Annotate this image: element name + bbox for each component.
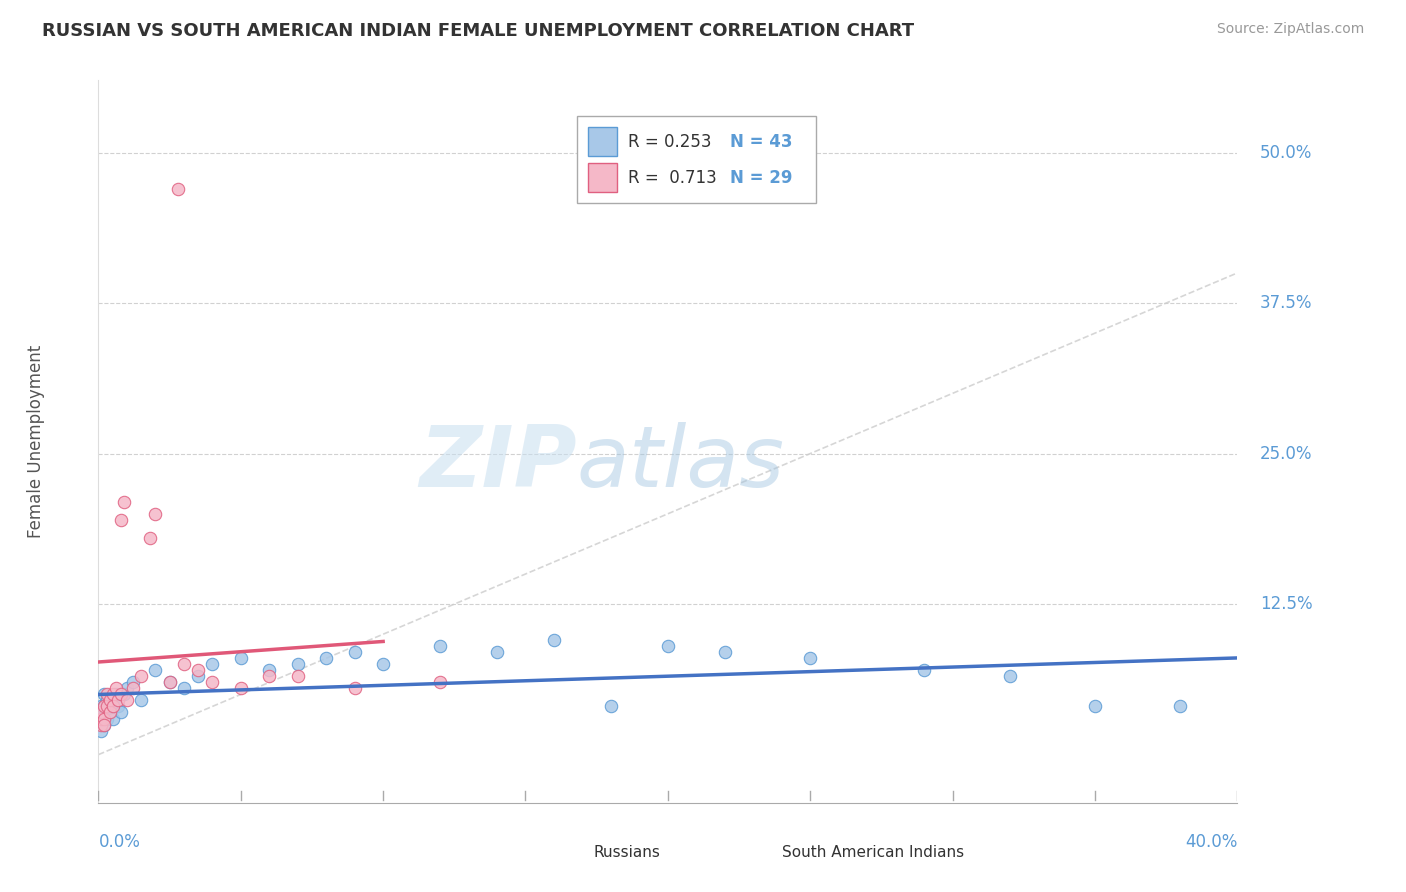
Point xyxy=(201,675,224,690)
Point xyxy=(187,669,209,683)
Point xyxy=(159,675,181,690)
Point xyxy=(93,699,115,714)
Point xyxy=(101,699,124,714)
Point xyxy=(93,717,115,731)
Point xyxy=(96,693,118,707)
Point xyxy=(96,687,118,701)
Point xyxy=(657,639,679,653)
Point xyxy=(1084,699,1107,714)
Point xyxy=(115,681,138,696)
Point xyxy=(90,699,112,714)
Point xyxy=(115,693,138,707)
Point xyxy=(101,693,124,707)
Text: 12.5%: 12.5% xyxy=(1260,595,1313,613)
Point xyxy=(201,657,224,672)
Text: N = 29: N = 29 xyxy=(731,169,793,186)
Point xyxy=(998,669,1021,683)
Point xyxy=(90,717,112,731)
Bar xyxy=(742,844,773,862)
Point xyxy=(287,657,309,672)
Text: atlas: atlas xyxy=(576,422,785,505)
Bar xyxy=(554,844,586,862)
Point xyxy=(129,669,152,683)
Point xyxy=(287,669,309,683)
Text: 25.0%: 25.0% xyxy=(1260,444,1313,463)
Point xyxy=(101,687,124,701)
Bar xyxy=(588,163,617,193)
Point xyxy=(543,633,565,648)
Point xyxy=(799,651,821,665)
Point xyxy=(93,687,115,701)
Text: Russians: Russians xyxy=(593,845,661,860)
Point xyxy=(145,664,167,678)
Point xyxy=(90,712,112,726)
Text: 50.0%: 50.0% xyxy=(1260,144,1312,161)
Point xyxy=(96,706,118,720)
Point xyxy=(429,675,451,690)
Text: ZIP: ZIP xyxy=(419,422,576,505)
Point xyxy=(173,681,195,696)
Point xyxy=(110,687,132,701)
Point xyxy=(229,681,252,696)
Point xyxy=(104,687,127,701)
Point xyxy=(112,687,135,701)
Text: RUSSIAN VS SOUTH AMERICAN INDIAN FEMALE UNEMPLOYMENT CORRELATION CHART: RUSSIAN VS SOUTH AMERICAN INDIAN FEMALE … xyxy=(42,22,914,40)
Text: 37.5%: 37.5% xyxy=(1260,294,1313,312)
Text: Source: ZipAtlas.com: Source: ZipAtlas.com xyxy=(1216,22,1364,37)
Point xyxy=(101,712,124,726)
Point xyxy=(93,712,115,726)
Text: 40.0%: 40.0% xyxy=(1185,833,1237,851)
Point xyxy=(343,645,366,659)
Point xyxy=(98,706,121,720)
Point xyxy=(159,675,181,690)
Text: R =  0.713: R = 0.713 xyxy=(628,169,717,186)
Point xyxy=(912,664,935,678)
Point xyxy=(145,507,167,521)
Bar xyxy=(576,117,815,203)
Point xyxy=(315,651,337,665)
Text: R = 0.253: R = 0.253 xyxy=(628,133,711,151)
Point xyxy=(229,651,252,665)
Point xyxy=(90,712,112,726)
Point xyxy=(93,712,115,726)
Point xyxy=(373,657,395,672)
Point xyxy=(90,706,112,720)
Point xyxy=(107,693,129,707)
Text: 0.0%: 0.0% xyxy=(98,833,141,851)
Point xyxy=(121,681,143,696)
Text: Female Unemployment: Female Unemployment xyxy=(27,345,45,538)
Point xyxy=(107,699,129,714)
Point xyxy=(1170,699,1192,714)
Point xyxy=(110,706,132,720)
Point xyxy=(98,699,121,714)
Point xyxy=(486,645,509,659)
Point xyxy=(714,645,737,659)
Point xyxy=(110,513,132,527)
Point xyxy=(173,657,195,672)
Point xyxy=(187,664,209,678)
Point xyxy=(167,182,190,196)
Point xyxy=(138,531,160,545)
Text: South American Indians: South American Indians xyxy=(782,845,965,860)
Point xyxy=(93,717,115,731)
Point xyxy=(96,699,118,714)
Point xyxy=(96,712,118,726)
Point xyxy=(429,639,451,653)
Point xyxy=(259,664,281,678)
Point xyxy=(90,723,112,738)
Point xyxy=(121,675,143,690)
Text: N = 43: N = 43 xyxy=(731,133,793,151)
Bar xyxy=(588,128,617,156)
Point xyxy=(129,693,152,707)
Point xyxy=(93,699,115,714)
Point xyxy=(104,681,127,696)
Point xyxy=(259,669,281,683)
Point xyxy=(343,681,366,696)
Point xyxy=(98,693,121,707)
Point xyxy=(600,699,623,714)
Point xyxy=(112,494,135,508)
Point xyxy=(98,706,121,720)
